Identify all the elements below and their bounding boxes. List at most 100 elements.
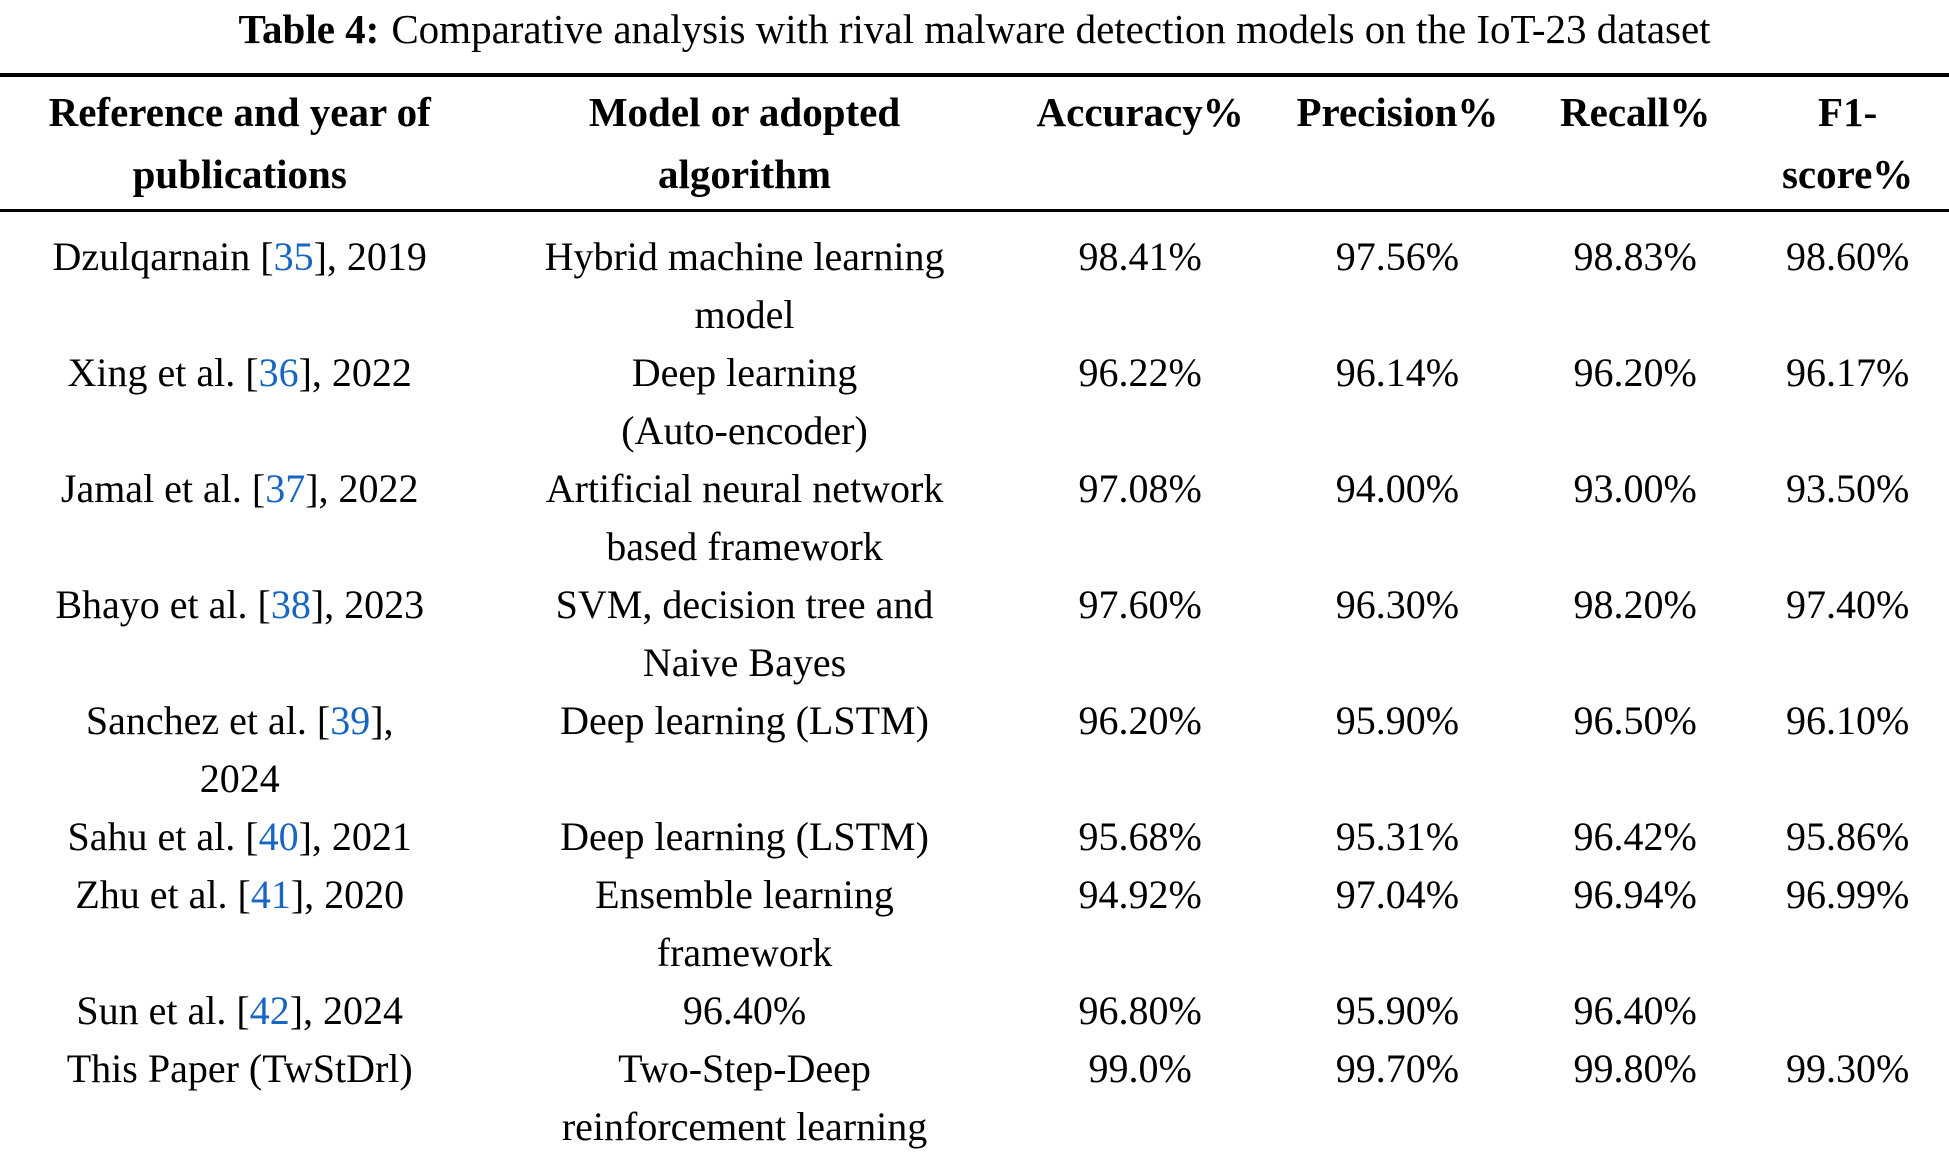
citation-link[interactable]: 42 xyxy=(249,988,290,1033)
model-cell: Ensemble learning framework xyxy=(595,872,894,975)
precision-cell: 96.30% xyxy=(1335,582,1460,627)
reference-cell: This Paper (TwStDrl) xyxy=(0,1040,479,1155)
reference-text: Jamal et al. [ xyxy=(60,466,266,511)
reference-text: This Paper (TwStDrl) xyxy=(66,1046,413,1091)
header-row: Reference and year of publications Model… xyxy=(0,75,1949,212)
reference-text: Dzulqarnain [ xyxy=(52,234,274,279)
table-row: Xing et al. [36], 2022 Deep learning (Au… xyxy=(0,344,1949,460)
accuracy-cell: 97.08% xyxy=(1078,466,1202,511)
precision-cell: 94.00% xyxy=(1335,466,1460,511)
accuracy-cell: 98.41% xyxy=(1078,234,1202,279)
model-cell: Two-Step-Deep reinforcement learning xyxy=(561,1046,928,1149)
table-header: Reference and year of publications Model… xyxy=(0,75,1949,212)
table-row: Zhu et al. [41], 2020 Ensemble learning … xyxy=(0,866,1949,982)
table-row: Jamal et al. [37], 2022 Artificial neura… xyxy=(0,460,1949,576)
table-body: Dzulqarnain [35], 2019 Hybrid machine le… xyxy=(0,211,1949,1155)
accuracy-cell: 95.68% xyxy=(1078,814,1202,859)
accuracy-cell: 97.60% xyxy=(1078,582,1202,627)
model-cell: 96.40% xyxy=(682,988,807,1033)
model-cell: Artificial neural network based framewor… xyxy=(545,466,944,569)
model-cell: Deep learning (LSTM) xyxy=(560,814,929,859)
column-header-reference: Reference and year of publications xyxy=(0,75,480,212)
reference-text: Zhu et al. [ xyxy=(75,872,251,917)
reference-text: Bhayo et al. [ xyxy=(55,582,271,627)
column-header-f1: F1-score% xyxy=(1746,75,1949,212)
table-row: Sanchez et al. [39], 2024 Deep learning … xyxy=(0,692,1949,808)
comparison-table: Reference and year of publications Model… xyxy=(0,73,1949,1155)
table-row: Sahu et al. [40], 2021 Deep learning (LS… xyxy=(0,808,1949,866)
f1-cell: 99.30% xyxy=(1785,1046,1910,1091)
model-cell: Hybrid machine learning model xyxy=(544,234,945,337)
reference-cell: Sun et al. [42], 2024 xyxy=(0,982,479,1040)
table-caption: Table 4: Comparative analysis with rival … xyxy=(0,6,1949,52)
f1-cell: 96.17% xyxy=(1785,350,1910,395)
citation-link[interactable]: 36 xyxy=(258,350,299,395)
table-caption-text: Comparative analysis with rival malware … xyxy=(391,6,1711,52)
f1-cell: 95.86% xyxy=(1785,814,1910,859)
table-row: This Paper (TwStDrl) Two-Step-Deep reinf… xyxy=(0,1040,1949,1155)
reference-text: ], 2024 xyxy=(199,698,394,801)
reference-cell: Zhu et al. [41], 2020 xyxy=(0,866,479,982)
precision-cell: 95.90% xyxy=(1335,988,1460,1033)
reference-text: ], 2022 xyxy=(298,350,412,395)
reference-text: ], 2020 xyxy=(290,872,405,917)
f1-cell xyxy=(1746,982,1949,1040)
recall-cell: 96.20% xyxy=(1573,350,1697,395)
precision-cell: 95.31% xyxy=(1335,814,1460,859)
column-header-precision: Precision% xyxy=(1270,75,1525,212)
reference-text: Sanchez et al. [ xyxy=(85,698,331,743)
recall-cell: 96.42% xyxy=(1573,814,1697,859)
table-row: Bhayo et al. [38], 2023 SVM, decision tr… xyxy=(0,576,1949,692)
table-caption-label: Table 4: xyxy=(238,6,380,52)
citation-link[interactable]: 35 xyxy=(273,234,314,279)
accuracy-cell: 99.0% xyxy=(1088,1046,1192,1091)
reference-cell: Sahu et al. [40], 2021 xyxy=(0,808,479,866)
f1-cell: 97.40% xyxy=(1785,582,1910,627)
accuracy-cell: 96.20% xyxy=(1078,698,1202,743)
recall-cell: 96.50% xyxy=(1573,698,1697,743)
recall-cell: 98.83% xyxy=(1573,234,1697,279)
model-cell: Deep learning (Auto-encoder) xyxy=(621,350,868,453)
table-row: Sun et al. [42], 2024 96.40% 96.80% 95.9… xyxy=(0,982,1949,1040)
reference-text: ], 2023 xyxy=(310,582,425,627)
precision-cell: 97.56% xyxy=(1335,234,1460,279)
reference-cell: Jamal et al. [37], 2022 xyxy=(0,460,479,576)
citation-link[interactable]: 41 xyxy=(250,872,291,917)
reference-text: ], 2021 xyxy=(298,814,412,859)
f1-cell: 96.10% xyxy=(1785,698,1910,743)
f1-cell: 96.99% xyxy=(1785,872,1910,917)
citation-link[interactable]: 37 xyxy=(265,466,306,511)
accuracy-cell: 96.22% xyxy=(1078,350,1202,395)
reference-text: Xing et al. [ xyxy=(67,350,259,395)
reference-cell: Xing et al. [36], 2022 xyxy=(0,344,479,460)
precision-cell: 96.14% xyxy=(1335,350,1460,395)
table-row: Dzulqarnain [35], 2019 Hybrid machine le… xyxy=(0,211,1949,345)
reference-text: ], 2024 xyxy=(289,988,404,1033)
citation-link[interactable]: 39 xyxy=(330,698,371,743)
recall-cell: 99.80% xyxy=(1573,1046,1697,1091)
column-header-model: Model or adopted algorithm xyxy=(479,75,1010,212)
reference-cell: Sanchez et al. [39], 2024 xyxy=(0,692,479,808)
recall-cell: 93.00% xyxy=(1573,466,1697,511)
column-header-recall: Recall% xyxy=(1524,75,1747,212)
reference-text: Sahu et al. [ xyxy=(67,814,259,859)
citation-link[interactable]: 38 xyxy=(270,582,311,627)
precision-cell: 99.70% xyxy=(1335,1046,1460,1091)
recall-cell: 96.40% xyxy=(1573,988,1697,1033)
recall-cell: 96.94% xyxy=(1573,872,1697,917)
recall-cell: 98.20% xyxy=(1573,582,1697,627)
precision-cell: 97.04% xyxy=(1335,872,1460,917)
reference-cell: Bhayo et al. [38], 2023 xyxy=(0,576,479,692)
column-header-accuracy: Accuracy% xyxy=(1009,75,1271,212)
accuracy-cell: 96.80% xyxy=(1078,988,1202,1033)
model-cell: SVM, decision tree and Naive Bayes xyxy=(555,582,934,685)
reference-cell: Dzulqarnain [35], 2019 xyxy=(0,211,479,345)
reference-text: Sun et al. [ xyxy=(76,988,250,1033)
precision-cell: 95.90% xyxy=(1335,698,1460,743)
reference-text: ], 2019 xyxy=(313,234,427,279)
citation-link[interactable]: 40 xyxy=(258,814,299,859)
f1-cell: 98.60% xyxy=(1785,234,1910,279)
f1-cell: 93.50% xyxy=(1785,466,1910,511)
accuracy-cell: 94.92% xyxy=(1078,872,1202,917)
